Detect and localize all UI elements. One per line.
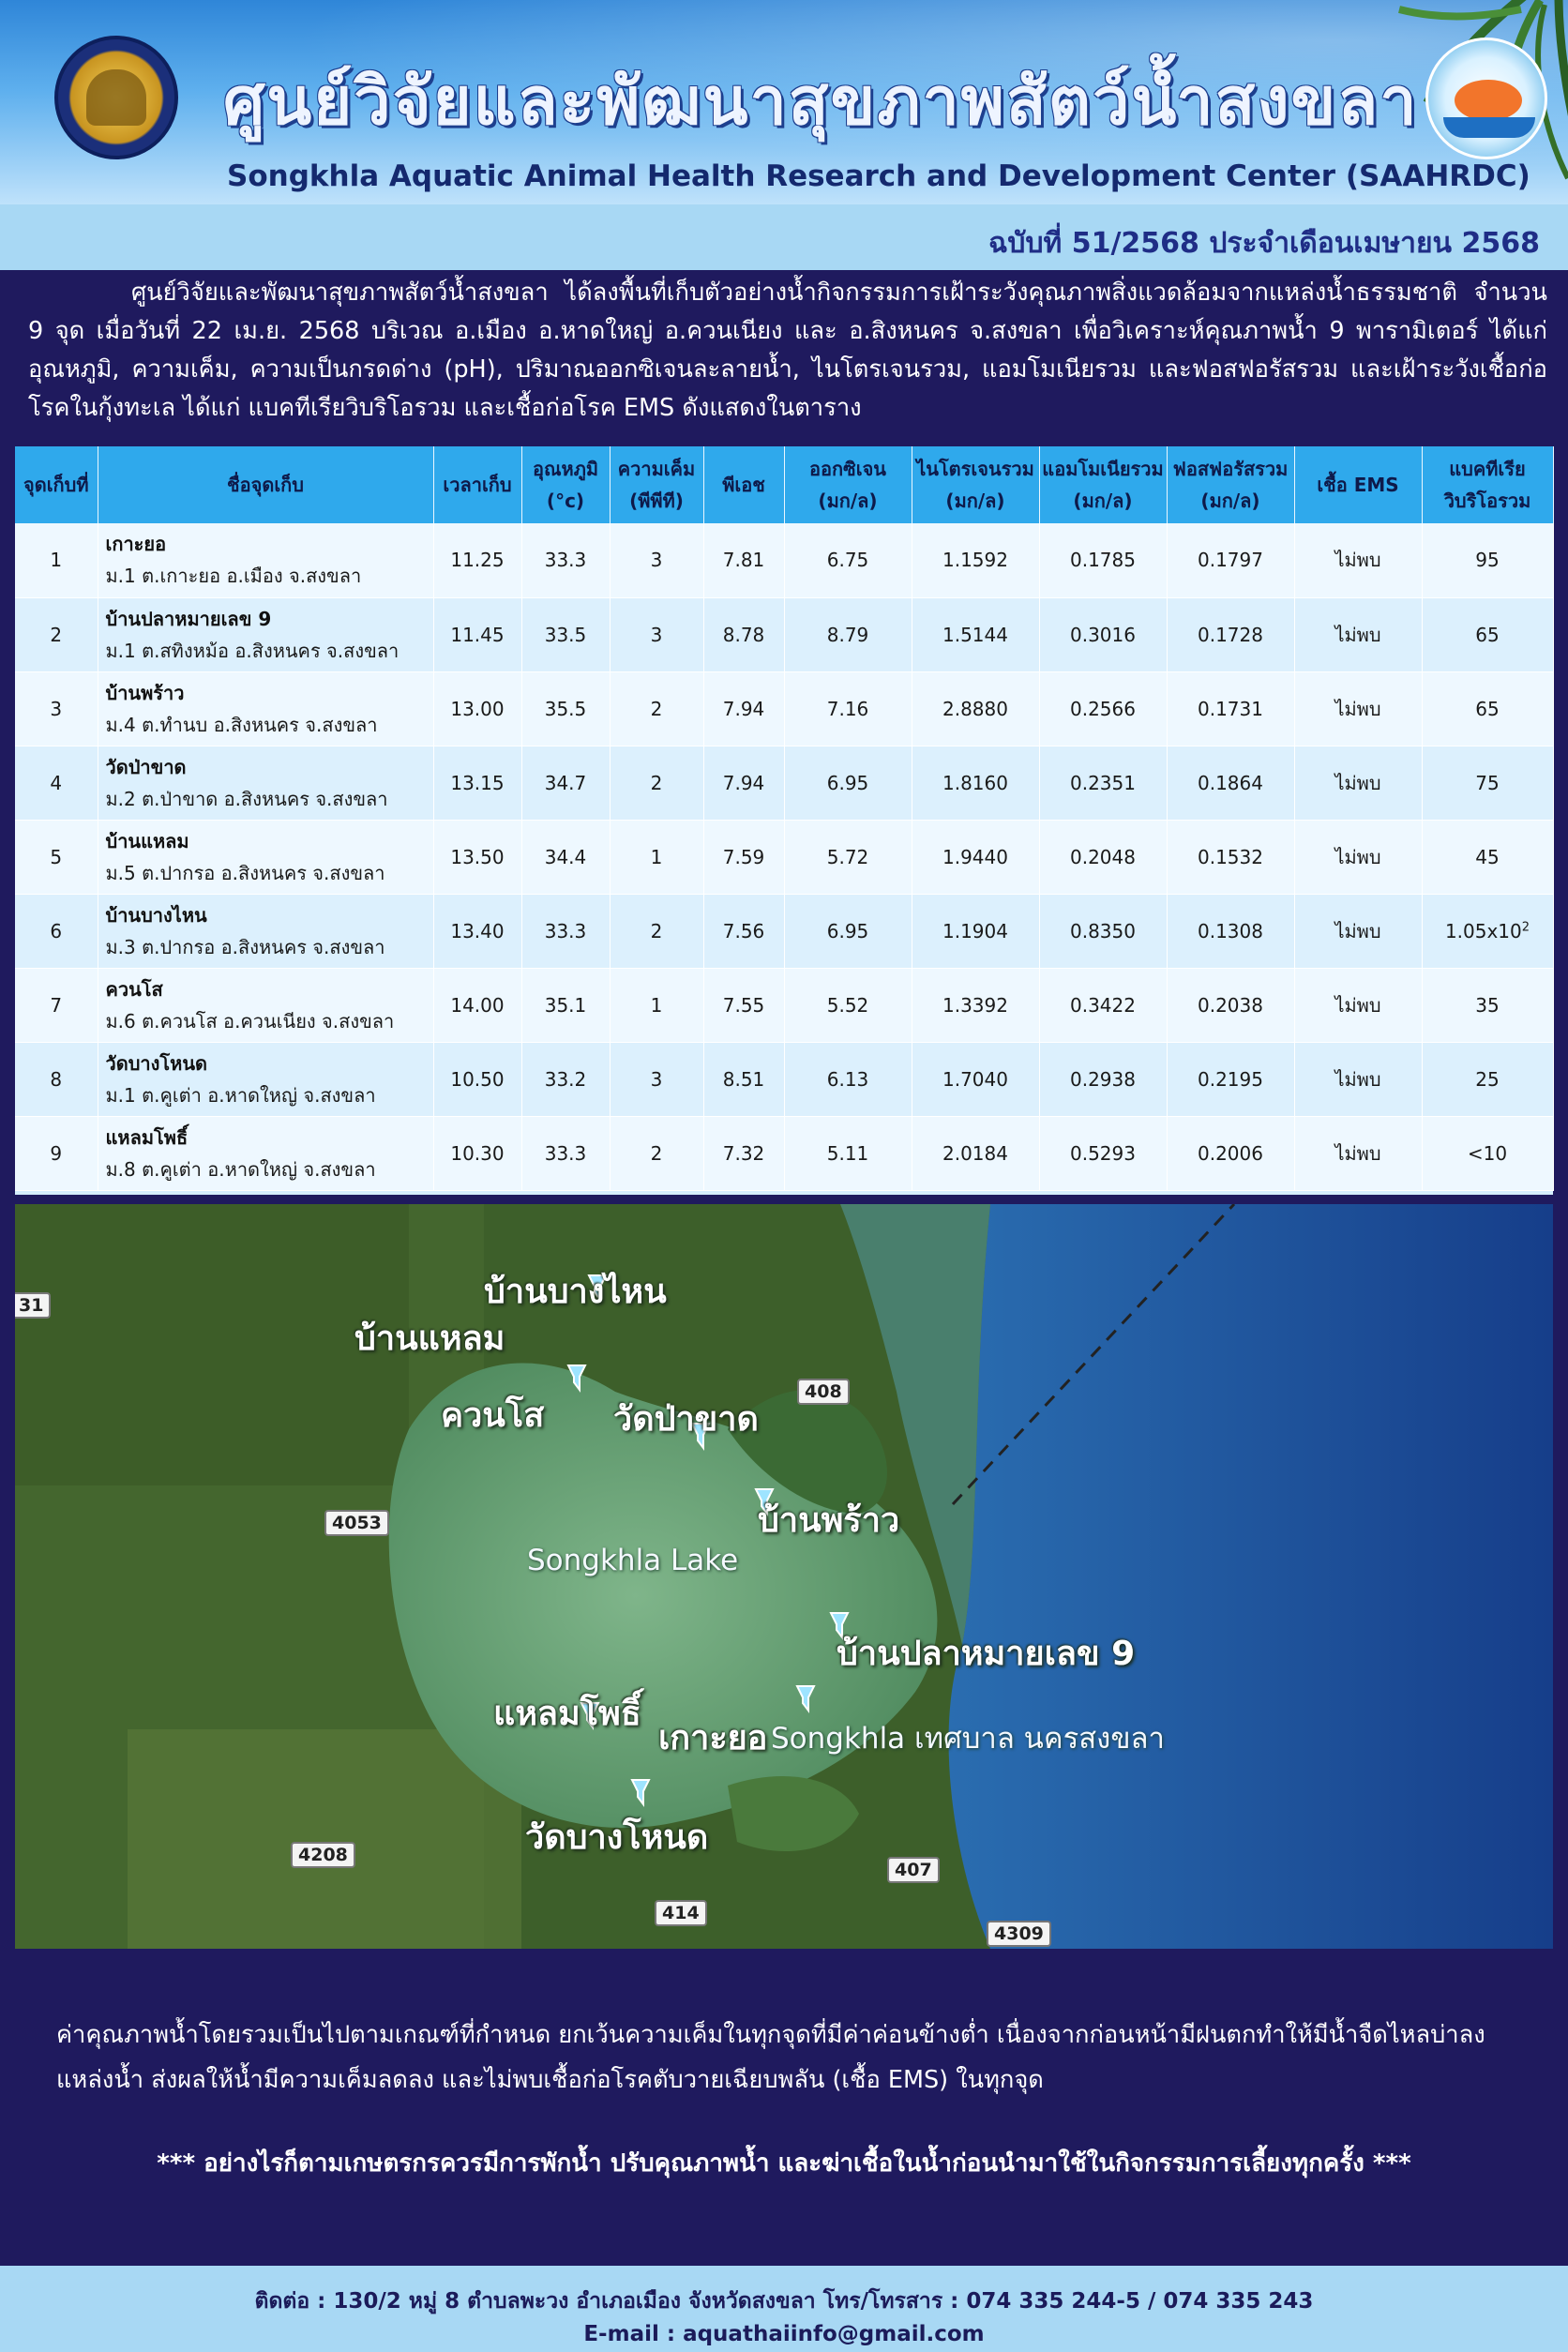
map-label-bangnai: บ้านบางไหน: [484, 1273, 667, 1311]
col-oxygen: ออกซิเจน (มก/ล): [784, 446, 912, 523]
summary-paragraph: ค่าคุณภาพน้ำโดยรวมเป็นไปตามเกณฑ์ที่กำหนด…: [56, 2021, 1485, 2094]
department-of-fisheries-logo: [54, 36, 178, 159]
intro-paragraph: ศูนย์วิจัยและพัฒนาสุขภาพสัตว์น้ำสงขลา ได…: [28, 279, 1547, 422]
issue-bar: ฉบับที่ 51/2568 ประจำเดือนเมษายน 2568: [0, 204, 1568, 270]
table-row: 4 วัดป่าขาด ม.2 ต.ป่าขาด อ.สิงหนคร จ.สงขล…: [15, 746, 1554, 821]
map-label-laempho: แหลมโพธิ์: [493, 1695, 641, 1733]
col-point: จุดเก็บที่: [15, 446, 98, 523]
sampling-map: บ้านบางไหน บ้านแหลม ควนโส วัดป่าขาด บ้าน…: [15, 1204, 1553, 1949]
place-name: บ้านปลาหมายเลข 9: [105, 607, 272, 630]
place-name: วัดป่าขาด: [105, 755, 187, 778]
satellite-map-image: [15, 1204, 1553, 1949]
map-label-baanlaem: บ้านแหลม: [354, 1319, 505, 1358]
farmer-notice: *** อย่างไรก็ตามเกษตรกรควรมีการพักน้ำ ปร…: [157, 2149, 1411, 2178]
col-phosphorus: ฟอสฟอรัสรวม (มก/ล): [1167, 446, 1295, 523]
col-salinity: ความเค็ม (พีพีที): [610, 446, 704, 523]
contact-bar: ติดต่อ : 130/2 หมู่ 8 ตำบลพะวง อำเภอเมือ…: [0, 2266, 1568, 2352]
map-pin-icon: [795, 1685, 816, 1713]
contact-email[interactable]: E-mail : aquathaiinfo@gmail.com: [583, 2322, 985, 2346]
col-ems: เชื้อ EMS: [1294, 446, 1423, 523]
map-label-lake: Songkhla Lake: [527, 1544, 739, 1577]
road-shield: 4053: [324, 1510, 389, 1536]
map-pin-icon: [690, 1423, 711, 1451]
table-row: 6 บ้านบางไหน ม.3 ต.ปากรอ อ.สิงหนคร จ.สงขล…: [15, 894, 1554, 969]
map-pin-icon: [580, 1702, 600, 1730]
map-pin-icon: [829, 1612, 850, 1640]
place-name: เกาะยอ: [105, 533, 167, 556]
map-label-pla9: บ้านปลาหมายเลข 9: [837, 1635, 1136, 1673]
col-time: เวลาเก็บ: [433, 446, 522, 523]
map-label-baanphrao: บ้านพร้าว: [758, 1501, 900, 1540]
table-row: 2 บ้านปลาหมายเลข 9 ม.1 ต.สทิงหม้อ อ.สิงหน…: [15, 597, 1554, 672]
map-label-watpakhat: วัดป่าขาด: [613, 1400, 759, 1439]
map-pin-icon: [566, 1364, 587, 1393]
title-english: Songkhla Aquatic Animal Health Research …: [227, 159, 1530, 193]
place-address: ม.5 ต.ปากรอ อ.สิงหนคร จ.สงขลา: [105, 861, 385, 884]
col-temp: อุณหภูมิ (°c): [521, 446, 611, 523]
place-address: ม.2 ต.ป่าขาด อ.สิงหนคร จ.สงขลา: [105, 787, 388, 810]
map-pin-icon: [587, 1274, 608, 1303]
title-thai: ศูนย์วิจัยและพัฒนาสุขภาพสัตว์น้ำสงขลา: [223, 63, 1419, 140]
map-label-kohyo: เกาะยอ: [658, 1719, 768, 1757]
table-row: 5 บ้านแหลม ม.5 ต.ปากรอ อ.สิงหนคร จ.สงขลา …: [15, 820, 1554, 895]
saahrdc-logo: [1425, 38, 1547, 159]
table-row: 3 บ้านพร้าว ม.4 ต.ทำนบ อ.สิงหนคร จ.สงขลา …: [15, 671, 1554, 746]
place-name: บ้านแหลม: [105, 829, 189, 852]
water-quality-table: จุดเก็บที่ ชื่อจุดเก็บ เวลาเก็บ อุณหภูมิ…: [15, 446, 1554, 1191]
map-label-khuanso: ควนโส: [441, 1396, 545, 1435]
place-name: วัดบางโหนด: [105, 1051, 208, 1075]
water-quality-table-container: จุดเก็บที่ ชื่อจุดเก็บ เวลาเก็บ อุณหภูมิ…: [15, 446, 1554, 1195]
table-row: 7 ควนโส ม.6 ต.ควนโส อ.ควนเนียง จ.สงขลา 14…: [15, 968, 1554, 1043]
col-nitrogen: ไนโตรเจนรวม (มก/ล): [912, 446, 1040, 523]
place-address: ม.3 ต.ปากรอ อ.สิงหนคร จ.สงขลา: [105, 935, 385, 958]
table-row: 9 แหลมโพธิ์ ม.8 ต.คูเต่า อ.หาดใหญ่ จ.สงขล…: [15, 1116, 1554, 1191]
road-shield: 4208: [291, 1842, 355, 1868]
road-shield: 4309: [987, 1921, 1051, 1947]
place-name: บ้านบางไหน: [105, 903, 207, 927]
map-label-city: Songkhla เทศบาล นครสงขลา: [771, 1722, 1165, 1756]
map-pin-icon: [754, 1488, 775, 1516]
place-address: ม.1 ต.คูเต่า อ.หาดใหญ่ จ.สงขลา: [105, 1083, 376, 1107]
place-name: บ้านพร้าว: [105, 681, 185, 704]
col-ph: พีเอช: [703, 446, 785, 523]
place-address: ม.8 ต.คูเต่า อ.หาดใหญ่ จ.สงขลา: [105, 1157, 376, 1181]
place-name: ควนโส: [105, 977, 163, 1001]
road-shield: 408: [797, 1379, 850, 1405]
place-address: ม.1 ต.สทิงหม้อ อ.สิงหนคร จ.สงขลา: [105, 639, 400, 662]
col-ammonia: แอมโมเนียรวม (มก/ล): [1039, 446, 1168, 523]
header-sky: [0, 0, 1568, 204]
place-address: ม.6 ต.ควนโส อ.ควนเนียง จ.สงขลา: [105, 1009, 395, 1033]
map-label-watbangnod: วัดบางโหนด: [525, 1818, 709, 1857]
place-name: แหลมโพธิ์: [105, 1125, 188, 1149]
place-address: ม.4 ต.ทำนบ อ.สิงหนคร จ.สงขลา: [105, 713, 378, 736]
road-shield: 31: [15, 1292, 52, 1319]
table-row: 1 เกาะยอ ม.1 ต.เกาะยอ อ.เมือง จ.สงขลา 11.…: [15, 523, 1554, 598]
header-banner: ศูนย์วิจัยและพัฒนาสุขภาพสัตว์น้ำสงขลา So…: [0, 0, 1568, 204]
table-header-row: จุดเก็บที่ ชื่อจุดเก็บ เวลาเก็บ อุณหภูมิ…: [15, 446, 1554, 523]
contact-address: ติดต่อ : 130/2 หมู่ 8 ตำบลพะวง อำเภอเมือ…: [254, 2289, 1314, 2314]
map-pin-icon: [630, 1779, 651, 1807]
table-row: 8 วัดบางโหนด ม.1 ต.คูเต่า อ.หาดใหญ่ จ.สงข…: [15, 1042, 1554, 1117]
road-shield: 414: [655, 1900, 707, 1926]
place-address: ม.1 ต.เกาะยอ อ.เมือง จ.สงขลา: [105, 565, 362, 588]
col-vibrio: แบคทีเรีย วิบริโอรวม: [1422, 446, 1554, 523]
col-name: ชื่อจุดเก็บ: [98, 446, 434, 523]
issue-number: ฉบับที่ 51/2568 ประจำเดือนเมษายน 2568: [988, 227, 1540, 260]
road-shield: 407: [887, 1857, 940, 1883]
